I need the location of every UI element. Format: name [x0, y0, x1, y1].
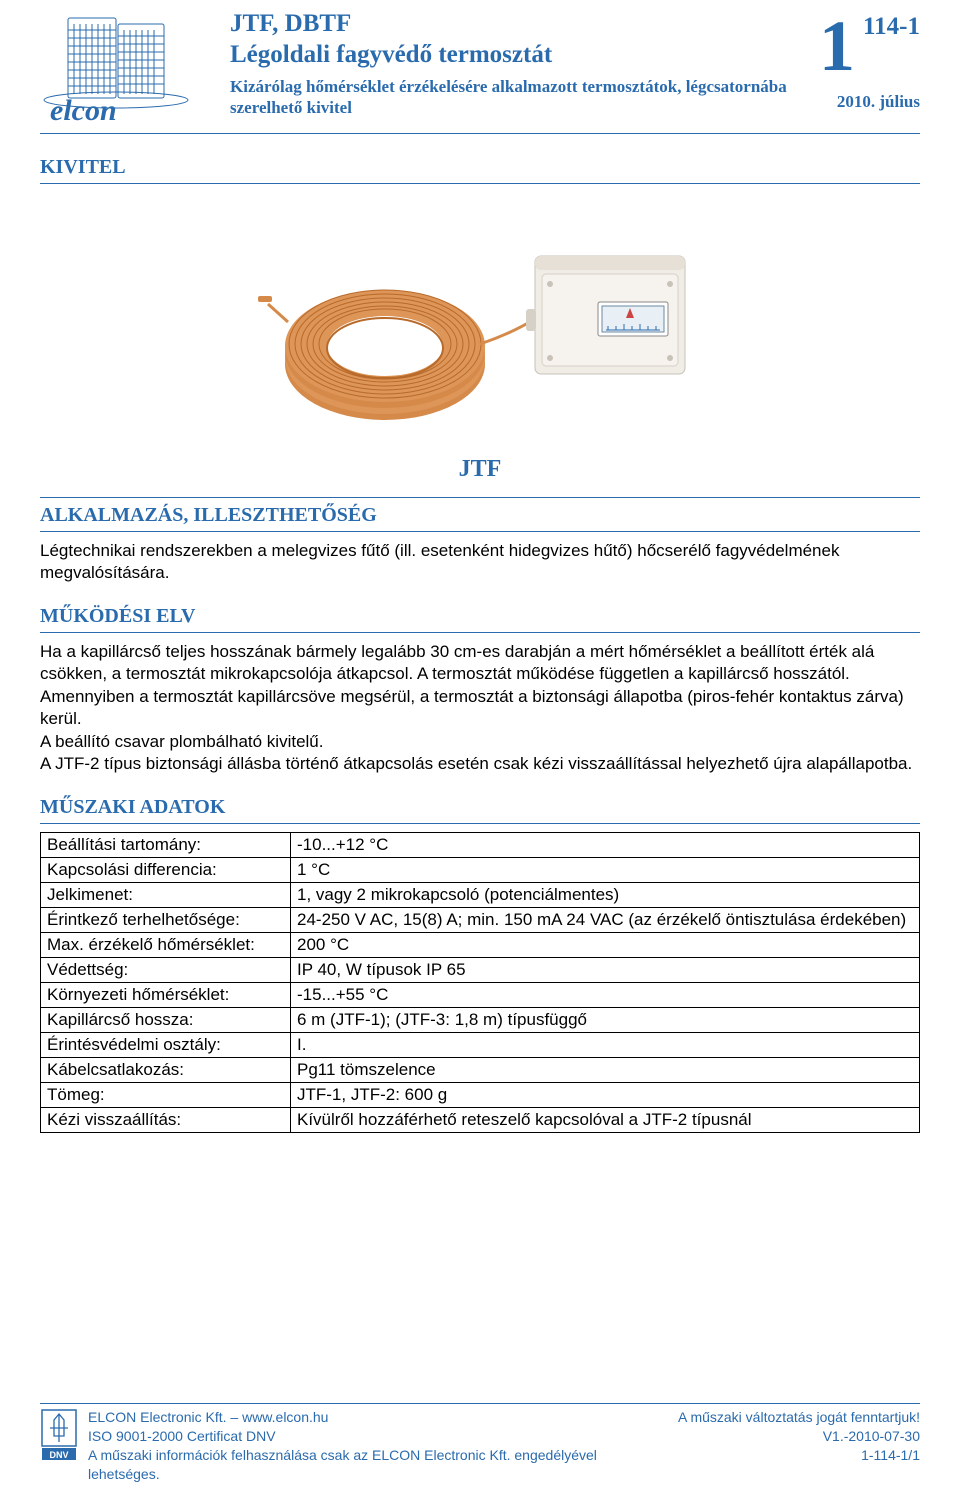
footer-line-2: ISO 9001-2000 Certificat DNV [88, 1427, 668, 1446]
page-footer: DNV ELCON Electronic Kft. – www.elcon.hu… [40, 1403, 920, 1484]
spec-value: 1 °C [291, 857, 920, 882]
specs-table: Beállítási tartomány:-10...+12 °CKapcsol… [40, 832, 920, 1133]
doc-desc: Kizárólag hőmérséklet érzékelésére alkal… [230, 76, 799, 119]
spec-row: Max. érzékelő hőmérséklet:200 °C [41, 932, 920, 957]
section-alkalmazas-heading: ALKALMAZÁS, ILLESZTHETŐSÉG [40, 504, 920, 527]
spec-label: Kapcsolási differencia: [41, 857, 291, 882]
spec-value: 200 °C [291, 932, 920, 957]
spec-label: Kábelcsatlakozás: [41, 1057, 291, 1082]
spec-row: Érintkező terhelhetősége:24-250 V AC, 15… [41, 907, 920, 932]
spec-row: Védettség:IP 40, W típusok IP 65 [41, 957, 920, 982]
spec-value: 6 m (JTF-1); (JTF-3: 1,8 m) típusfüggő [291, 1007, 920, 1032]
dnv-badge-icon: DNV [40, 1408, 78, 1467]
spec-row: Tömeg:JTF-1, JTF-2: 600 g [41, 1082, 920, 1107]
footer-right-2: V1.-2010-07-30 [678, 1427, 920, 1446]
product-label: JTF [40, 456, 920, 483]
big-section-number: 1 [819, 10, 855, 82]
spec-value: Kívülről hozzáférhető reteszelő kapcsoló… [291, 1107, 920, 1132]
doc-title: JTF, DBTF [230, 10, 799, 39]
spec-label: Kapillárcső hossza: [41, 1007, 291, 1032]
footer-rule [40, 1403, 920, 1404]
spec-row: Kapillárcső hossza:6 m (JTF-1); (JTF-3: … [41, 1007, 920, 1032]
svg-text:DNV: DNV [49, 1450, 68, 1460]
spec-label: Védettség: [41, 957, 291, 982]
rule-above-alkalmazas [40, 497, 920, 498]
alkalmazas-body: Légtechnikai rendszerekben a melegvizes … [40, 540, 920, 585]
spec-row: Jelkimenet:1, vagy 2 mikrokapcsoló (pote… [41, 882, 920, 907]
spec-row: Kábelcsatlakozás:Pg11 tömszelence [41, 1057, 920, 1082]
doc-date: 2010. július [819, 92, 920, 112]
page-header: elcon JTF, DBTF Légoldali fagyvédő termo… [40, 10, 920, 125]
product-image [40, 214, 920, 444]
spec-label: Környezeti hőmérséklet: [41, 982, 291, 1007]
spec-label: Érintkező terhelhetősége: [41, 907, 291, 932]
spec-row: Környezeti hőmérséklet:-15...+55 °C [41, 982, 920, 1007]
spec-row: Kézi visszaállítás:Kívülről hozzáférhető… [41, 1107, 920, 1132]
mukodesi-rule [40, 632, 920, 633]
spec-value: Pg11 tömszelence [291, 1057, 920, 1082]
header-rule [40, 133, 920, 134]
spec-value: 1, vagy 2 mikrokapcsoló (potenciálmentes… [291, 882, 920, 907]
spec-value: JTF-1, JTF-2: 600 g [291, 1082, 920, 1107]
spec-row: Kapcsolási differencia:1 °C [41, 857, 920, 882]
footer-right-1: A műszaki változtatás jogát fenntartjuk! [678, 1408, 920, 1427]
spec-value: I. [291, 1032, 920, 1057]
spec-value: IP 40, W típusok IP 65 [291, 957, 920, 982]
footer-sep: – [227, 1409, 243, 1425]
spec-row: Érintésvédelmi osztály:I. [41, 1032, 920, 1057]
muszaki-rule [40, 823, 920, 824]
footer-url: www.elcon.hu [242, 1409, 328, 1425]
spec-label: Érintésvédelmi osztály: [41, 1032, 291, 1057]
spec-label: Beállítási tartomány: [41, 832, 291, 857]
doc-subtitle: Légoldali fagyvédő termosztát [230, 41, 799, 70]
spec-label: Jelkimenet: [41, 882, 291, 907]
footer-right-3: 1-114-1/1 [678, 1446, 920, 1465]
elcon-logo: elcon [40, 10, 210, 125]
spec-label: Kézi visszaállítás: [41, 1107, 291, 1132]
alkalmazas-rule [40, 531, 920, 532]
section-mukodesi-heading: MŰKÖDÉSI ELV [40, 605, 920, 628]
spec-value: -15...+55 °C [291, 982, 920, 1007]
spec-label: Max. érzékelő hőmérséklet: [41, 932, 291, 957]
spec-value: 24-250 V AC, 15(8) A; min. 150 mA 24 VAC… [291, 907, 920, 932]
footer-line-3: A műszaki információk felhasználása csak… [88, 1446, 668, 1484]
svg-text:elcon: elcon [50, 94, 117, 125]
spec-value: -10...+12 °C [291, 832, 920, 857]
footer-company: ELCON Electronic Kft. [88, 1409, 227, 1425]
page-code: 114-1 [863, 10, 920, 39]
spec-label: Tömeg: [41, 1082, 291, 1107]
section-kivitel-heading: KIVITEL [40, 156, 920, 179]
footer-line-1: ELCON Electronic Kft. – www.elcon.hu [88, 1408, 668, 1427]
kivitel-rule [40, 183, 920, 184]
mukodesi-body: Ha a kapillárcső teljes hosszának bármel… [40, 641, 920, 776]
spec-row: Beállítási tartomány:-10...+12 °C [41, 832, 920, 857]
section-muszaki-heading: MŰSZAKI ADATOK [40, 796, 920, 819]
